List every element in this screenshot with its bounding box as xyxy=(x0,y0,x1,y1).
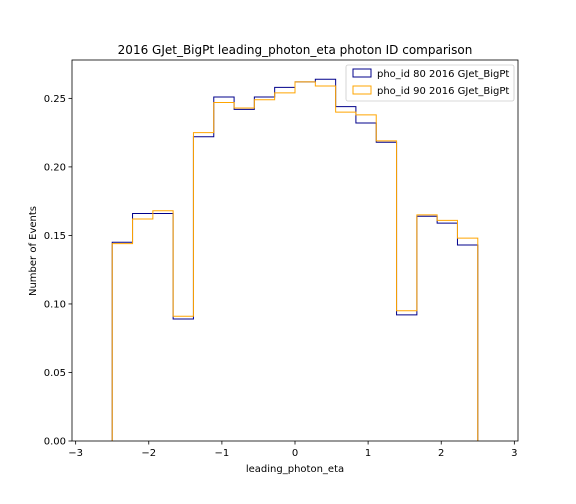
series-layer xyxy=(111,78,479,441)
x-tick-label: 0 xyxy=(292,448,298,459)
x-tick-label: 2 xyxy=(438,448,444,459)
y-tick-label: 0.25 xyxy=(44,94,66,105)
x-tick-label: −3 xyxy=(68,448,83,459)
y-axis-ticks: 0.00 0.05 0.10 0.15 0.20 0.25 xyxy=(44,94,72,448)
y-tick-label: 0.10 xyxy=(44,299,66,310)
x-tick-label: 1 xyxy=(365,448,371,459)
legend-swatch-series-2 xyxy=(352,85,372,95)
legend: pho_id 80 2016 GJet_BigPt pho_id 90 2016… xyxy=(345,64,515,102)
y-axis-label: Number of Events xyxy=(28,206,39,296)
x-tick-label: −1 xyxy=(215,448,230,459)
y-tick-label: 0.05 xyxy=(44,368,66,379)
legend-label-series-2: pho_id 90 2016 GJet_BigPt xyxy=(377,86,509,97)
series-2-step-line xyxy=(111,81,479,441)
x-tick-label: −2 xyxy=(141,448,156,459)
x-tick-label: 3 xyxy=(511,448,517,459)
legend-swatch-series-1 xyxy=(352,68,372,78)
x-axis-ticks: −3 −2 −1 0 1 2 3 xyxy=(68,441,518,459)
x-axis-label: leading_photon_eta xyxy=(246,464,344,475)
y-tick-label: 0.20 xyxy=(44,162,66,173)
legend-box xyxy=(345,64,515,102)
chart-title: 2016 GJet_BigPt leading_photon_eta photo… xyxy=(118,43,473,57)
legend-label-series-1: pho_id 80 2016 GJet_BigPt xyxy=(377,69,509,80)
y-tick-label: 0.15 xyxy=(44,231,66,242)
y-tick-label: 0.00 xyxy=(44,437,66,448)
